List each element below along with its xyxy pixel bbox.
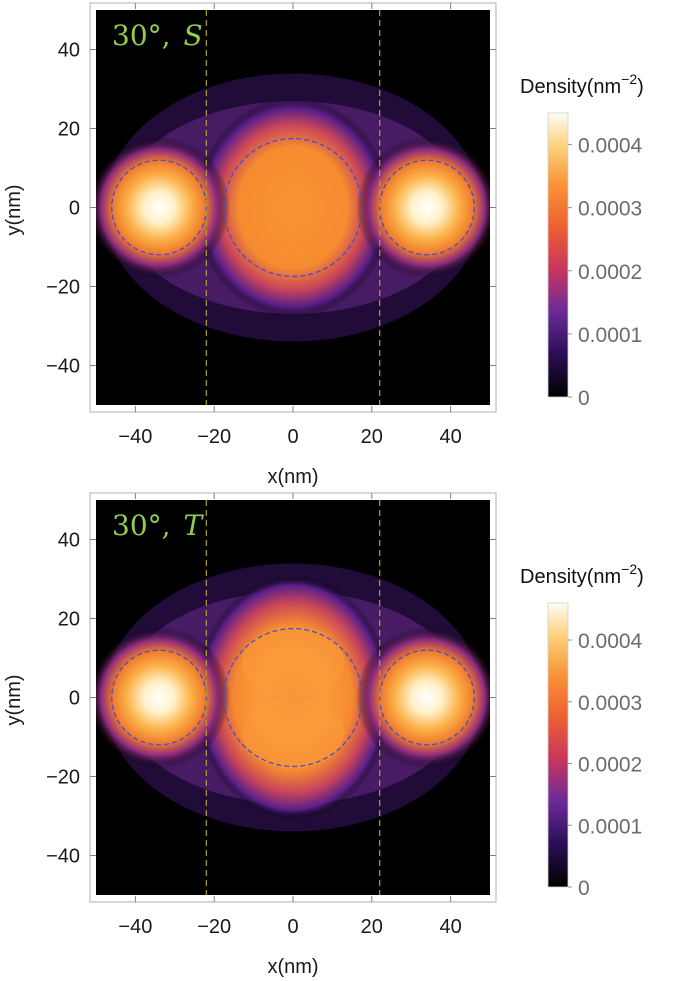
dot-boundary-circle bbox=[111, 649, 207, 746]
panel-label-state: S bbox=[183, 19, 202, 52]
colorbar-tick-label: 0.0004 bbox=[578, 630, 643, 653]
dot-boundary-circle bbox=[111, 159, 207, 256]
panel-label: 30°, S bbox=[112, 19, 203, 52]
y-tick-label: −40 bbox=[46, 846, 80, 868]
colorbar: 0 0.0001 0.0002 0.0003 0.0004 bbox=[547, 112, 643, 410]
x-tick-label: 20 bbox=[361, 916, 383, 938]
y-tick-label: 40 bbox=[58, 530, 80, 552]
density-peak-side bbox=[96, 626, 230, 769]
colorbar-tick-label: 0.0004 bbox=[578, 135, 643, 158]
colorbar-tick-label: 0.0001 bbox=[578, 815, 642, 838]
density-plot-t: −40 −20 0 20 40 −40 −20 0 20 40 0 0.0001 0.0002 0.00… bbox=[0, 490, 683, 980]
x-tick-label: −20 bbox=[197, 916, 231, 938]
x-tick-label: −40 bbox=[118, 426, 152, 448]
y-tick-label: −20 bbox=[46, 767, 80, 789]
density-lobe bbox=[241, 626, 345, 698]
y-axis-title: y(nm) bbox=[3, 184, 25, 235]
colorbar-tick-label: 0.0003 bbox=[578, 198, 642, 221]
y-tick-label: −40 bbox=[46, 356, 80, 378]
x-axis-title: x(nm) bbox=[267, 466, 318, 488]
y-tick-label: 40 bbox=[58, 40, 80, 62]
x-tick-label: −40 bbox=[118, 916, 152, 938]
density-peak-center bbox=[194, 97, 392, 318]
y-tick-label: −20 bbox=[46, 277, 80, 299]
y-axis-title: y(nm) bbox=[3, 674, 25, 725]
density-peak-center bbox=[194, 575, 392, 820]
x-tick-label: 40 bbox=[439, 916, 461, 938]
colorbar-gradient bbox=[547, 602, 569, 888]
colorbar-tick-label: 0.0001 bbox=[578, 324, 642, 347]
panel-label-angle: 30°, bbox=[112, 509, 171, 542]
x-tick-label: 40 bbox=[439, 426, 461, 448]
x-tick-label: 20 bbox=[361, 426, 383, 448]
density-peak-side bbox=[96, 136, 230, 279]
plot-area: −40 −20 0 20 40 −40 −20 0 20 40 bbox=[46, 492, 497, 938]
dot-boundary-circle bbox=[379, 159, 475, 256]
density-field bbox=[96, 10, 490, 405]
y-tick-label: 0 bbox=[69, 198, 80, 220]
dot-boundary-circle bbox=[379, 649, 475, 746]
density-plot-t-svg: −40 −20 0 20 40 −40 −20 0 20 40 0 0.0001 0.0002 0.00… bbox=[3, 492, 644, 978]
colorbar-title: Density(nm−2) bbox=[520, 71, 644, 98]
density-plot-s: −40 −20 0 20 40 −40 −20 0 20 40 0 0.0001 0.0002 0.00… bbox=[0, 0, 683, 490]
colorbar-tick-label: 0 bbox=[578, 387, 590, 410]
plot-area: −40 −20 0 20 40 −40 −20 0 20 40 bbox=[46, 2, 497, 448]
y-tick-label: 20 bbox=[58, 119, 80, 141]
colorbar-tick-label: 0.0003 bbox=[578, 692, 642, 715]
panel-label: 30°, T bbox=[112, 509, 204, 542]
colorbar-gradient bbox=[547, 112, 569, 398]
dot-boundary-circle bbox=[223, 627, 363, 768]
y-tick-label: 0 bbox=[69, 688, 80, 710]
x-tick-label: 0 bbox=[287, 916, 298, 938]
y-tick-label: 20 bbox=[58, 609, 80, 631]
panel-label-angle: 30°, bbox=[112, 19, 171, 52]
dot-boundary-circle bbox=[223, 137, 363, 278]
x-axis-title: x(nm) bbox=[267, 956, 318, 978]
density-lobe bbox=[241, 697, 345, 769]
density-peak-side bbox=[356, 626, 490, 769]
x-tick-label: −20 bbox=[197, 426, 231, 448]
colorbar-tick-label: 0.0002 bbox=[578, 754, 642, 777]
density-field bbox=[96, 500, 490, 895]
x-tick-label: 0 bbox=[287, 426, 298, 448]
colorbar-tick-label: 0.0002 bbox=[578, 261, 642, 284]
density-plot-s-svg: −40 −20 0 20 40 −40 −20 0 20 40 0 0.0001 0.0002 0.00… bbox=[3, 2, 644, 488]
colorbar: 0 0.0001 0.0002 0.0003 0.0004 bbox=[547, 602, 643, 900]
panel-label-state: T bbox=[183, 509, 204, 542]
colorbar-title: Density(nm−2) bbox=[520, 561, 644, 588]
colorbar-tick-label: 0 bbox=[578, 877, 590, 900]
density-peak-side bbox=[356, 136, 490, 279]
